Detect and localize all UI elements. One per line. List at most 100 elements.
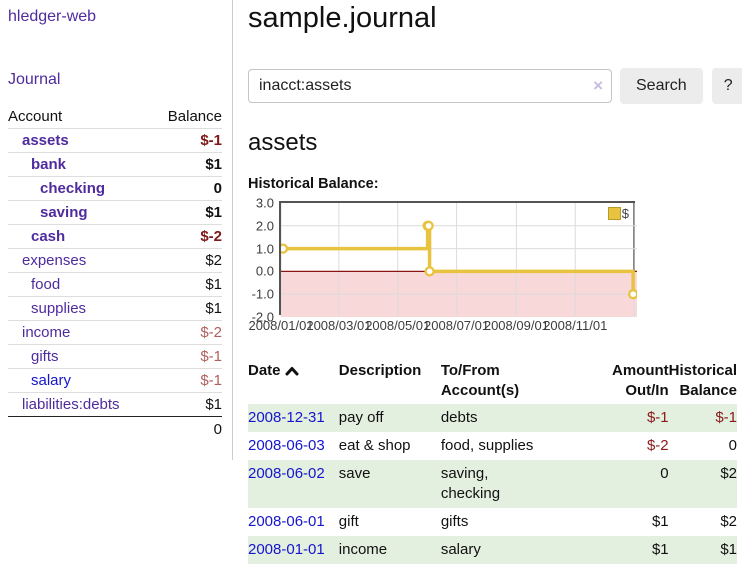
y-tick-label: -2.0 bbox=[251, 309, 274, 325]
account-row: assets $-1 bbox=[8, 128, 222, 153]
account-row: cash $-2 bbox=[8, 224, 222, 249]
x-tick-label: 2008/05/01 bbox=[365, 318, 431, 333]
account-balance: 0 bbox=[152, 176, 222, 201]
help-button[interactable]: ? bbox=[711, 68, 742, 104]
transaction-amount: 0 bbox=[585, 460, 669, 508]
account-balance: $1 bbox=[152, 272, 222, 297]
account-balance: $1 bbox=[152, 200, 222, 225]
account-link[interactable]: assets bbox=[22, 132, 69, 149]
accounts-header-account: Account bbox=[8, 105, 152, 129]
transaction-accounts: saving, checking bbox=[440, 465, 501, 502]
register-header-date[interactable]: Date bbox=[248, 358, 339, 404]
transaction-amount: $1 bbox=[585, 536, 669, 564]
account-link[interactable]: liabilities:debts bbox=[22, 396, 120, 413]
transaction-date-link[interactable]: 2008-01-01 bbox=[248, 541, 325, 558]
transaction-date-link[interactable]: 2008-06-01 bbox=[248, 513, 325, 530]
transaction-description: pay off bbox=[338, 404, 441, 432]
search-button[interactable]: Search bbox=[620, 68, 703, 104]
transaction-balance: 0 bbox=[728, 437, 737, 454]
register-table: Date Description To/From Account(s) Amou… bbox=[248, 358, 737, 564]
account-row: gifts $-1 bbox=[8, 344, 222, 369]
main-content: sample.journal × Search ? assets Histori… bbox=[248, 0, 742, 564]
transaction-amount: $1 bbox=[651, 513, 669, 530]
account-link[interactable]: bank bbox=[31, 156, 67, 173]
transaction-row: 2008-06-03 eat & shop food, supplies $-2 0 bbox=[248, 432, 737, 460]
historical-balance-chart: 3.0 2.0 1.0 0.0 -1.0 -2.0 $ 2008/01/01 2008/03… bbox=[248, 196, 737, 337]
chart-plot-area[interactable]: $ bbox=[279, 201, 637, 317]
accounts-header-balance: Balance bbox=[152, 105, 222, 129]
x-tick-label: 2008/11/01 bbox=[543, 318, 608, 333]
register-header-amount: Amount Out/In bbox=[611, 362, 669, 399]
account-link[interactable]: cash bbox=[31, 228, 66, 245]
x-tick-label: 2008/07/01 bbox=[424, 318, 490, 333]
register-header-balance: Historical Balance bbox=[668, 362, 737, 399]
chart-y-axis-labels: 3.0 2.0 1.0 0.0 -1.0 -2.0 bbox=[248, 196, 274, 325]
page-title: sample.journal bbox=[248, 2, 437, 34]
transaction-balance: $2 bbox=[668, 460, 737, 508]
transaction-description: income bbox=[338, 536, 441, 564]
transaction-description: gift bbox=[338, 513, 359, 530]
register-header-description: Description bbox=[338, 362, 422, 379]
accounts-table: Account Balance assets $-1 bank $1 checking 0… bbox=[8, 105, 222, 442]
transaction-date-link[interactable]: 2008-12-31 bbox=[248, 409, 325, 426]
account-row: checking 0 bbox=[8, 176, 222, 201]
transaction-accounts: food, supplies bbox=[440, 437, 534, 454]
transaction-date-link[interactable]: 2008-06-03 bbox=[248, 437, 325, 454]
sort-ascending-icon bbox=[285, 362, 299, 382]
account-link[interactable]: supplies bbox=[31, 300, 87, 317]
account-link[interactable]: saving bbox=[40, 204, 88, 221]
transaction-row: 2008-12-31 pay off debts $-1 $-1 bbox=[248, 404, 737, 432]
chart-x-axis-labels: 2008/01/01 2008/03/01 2008/05/01 2008/07/01… bbox=[248, 315, 637, 333]
clear-search-icon[interactable]: × bbox=[593, 76, 603, 95]
account-row: saving $1 bbox=[8, 200, 222, 225]
account-link[interactable]: salary bbox=[31, 372, 72, 389]
account-balance: $1 bbox=[205, 396, 222, 413]
chart-legend: $ bbox=[607, 206, 629, 221]
transaction-accounts: debts bbox=[440, 409, 478, 426]
transaction-accounts: gifts bbox=[440, 513, 469, 530]
accounts-total-row: 0 bbox=[8, 416, 222, 442]
y-tick-label: 2.0 bbox=[255, 218, 274, 234]
search-input[interactable] bbox=[248, 69, 612, 103]
account-row: expenses $2 bbox=[8, 248, 222, 273]
account-row: salary $-1 bbox=[8, 368, 222, 393]
app-title-link[interactable]: hledger-web bbox=[8, 8, 97, 25]
transaction-row: 2008-06-01 gift gifts $1 $2 bbox=[248, 508, 737, 536]
sidebar: hledger-web Journal Account Balance asse… bbox=[0, 0, 233, 460]
account-balance: $-1 bbox=[152, 344, 222, 369]
transaction-accounts: salary bbox=[440, 541, 481, 558]
search-bar: × Search ? bbox=[248, 68, 742, 104]
transaction-row: 2008-06-02 save saving, checking 0 $2 bbox=[248, 460, 737, 508]
account-link[interactable]: checking bbox=[40, 180, 106, 197]
account-row: liabilities:debts $1 bbox=[8, 393, 222, 417]
transaction-balance: $1 bbox=[668, 536, 737, 564]
account-balance: $1 bbox=[152, 296, 222, 321]
transaction-amount: $-1 bbox=[585, 404, 669, 432]
y-tick-label: 0.0 bbox=[255, 263, 274, 279]
transaction-description: eat & shop bbox=[338, 437, 411, 454]
transaction-balance: $2 bbox=[720, 513, 737, 530]
account-link[interactable]: gifts bbox=[31, 348, 59, 365]
account-link[interactable]: expenses bbox=[22, 252, 87, 269]
account-balance: $2 bbox=[152, 248, 222, 273]
accounts-total-value: 0 bbox=[152, 416, 222, 442]
account-link[interactable]: income bbox=[22, 324, 71, 341]
transaction-description: save bbox=[338, 460, 441, 508]
transaction-date-link[interactable]: 2008-06-02 bbox=[248, 465, 325, 482]
account-balance: $-2 bbox=[152, 224, 222, 249]
x-tick-label: 2008/09/01 bbox=[483, 318, 549, 333]
legend-label: $ bbox=[621, 206, 629, 221]
y-tick-label: 1.0 bbox=[255, 241, 274, 257]
account-balance: $1 bbox=[152, 152, 222, 177]
account-row: supplies $1 bbox=[8, 296, 222, 321]
x-tick-label: 2008/03/01 bbox=[306, 318, 372, 333]
register-header-tofrom: To/From Account(s) bbox=[440, 362, 520, 399]
account-balance: $-1 bbox=[152, 368, 222, 393]
sidebar-item-journal[interactable]: Journal bbox=[8, 71, 61, 88]
transaction-amount: $-2 bbox=[646, 437, 669, 454]
account-section-title: assets bbox=[248, 129, 318, 156]
transaction-balance: $-1 bbox=[668, 404, 737, 432]
account-link[interactable]: food bbox=[31, 276, 61, 293]
chart-title: Historical Balance: bbox=[248, 176, 379, 192]
account-row: bank $1 bbox=[8, 152, 222, 177]
